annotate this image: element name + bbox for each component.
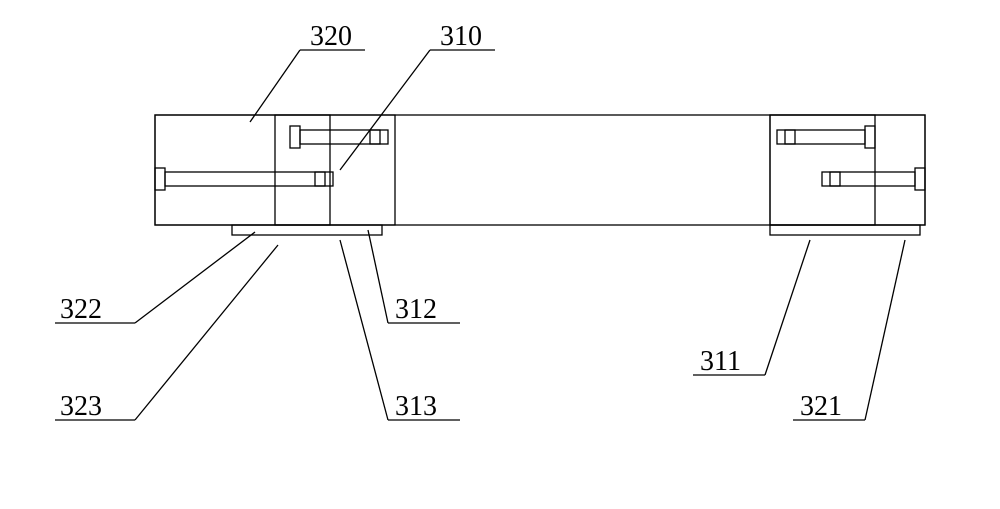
label-l322-leader-0 xyxy=(135,232,255,323)
left-plate xyxy=(232,225,382,235)
left-outer-block xyxy=(155,115,330,225)
label-l310: 310 xyxy=(440,21,482,52)
left-top-bolt-head xyxy=(290,126,300,148)
left-inner-block xyxy=(275,115,395,225)
right-inner-block xyxy=(770,115,875,225)
label-l313-leader-0 xyxy=(340,240,388,420)
right-top-bolt-body xyxy=(785,130,865,144)
right-mid-bolt-body xyxy=(830,172,915,186)
label-l323-leader-0 xyxy=(135,245,278,420)
left-top-bolt-tip xyxy=(370,130,388,144)
right-mid-bolt-tip xyxy=(822,172,840,186)
outer-rect xyxy=(155,115,925,225)
diagram-canvas: 320 310 322 323 312 313 311 321 xyxy=(0,0,1000,509)
label-l310-leader-0 xyxy=(340,50,430,170)
label-l322: 322 xyxy=(60,294,102,325)
label-l320: 320 xyxy=(310,21,352,52)
right-top-bolt-tip xyxy=(777,130,795,144)
label-l312: 312 xyxy=(395,294,437,325)
right-plate xyxy=(770,225,920,235)
label-l312-leader-0 xyxy=(368,230,388,323)
right-top-bolt-head xyxy=(865,126,875,148)
left-mid-bolt-body xyxy=(165,172,325,186)
label-l320-leader-0 xyxy=(250,50,300,122)
left-mid-bolt-head xyxy=(155,168,165,190)
label-l321-leader-0 xyxy=(865,240,905,420)
right-outer-block xyxy=(770,115,925,225)
label-l313: 313 xyxy=(395,391,437,422)
label-l323: 323 xyxy=(60,391,102,422)
label-l321: 321 xyxy=(800,391,842,422)
label-l311-leader-0 xyxy=(765,240,810,375)
label-l311: 311 xyxy=(700,346,741,377)
right-mid-bolt-head xyxy=(915,168,925,190)
